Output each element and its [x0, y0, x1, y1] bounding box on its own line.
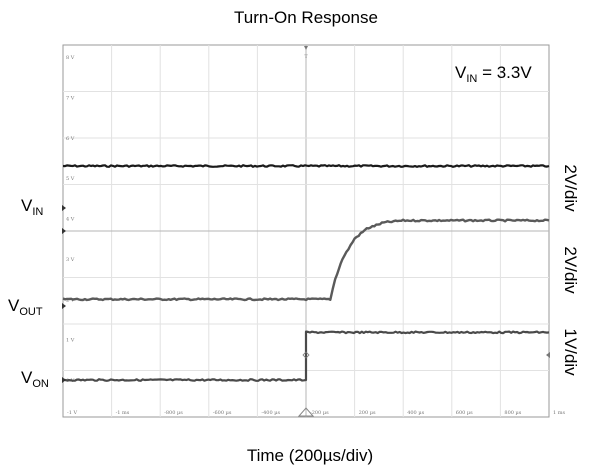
vin-annotation-sub: IN: [466, 73, 477, 85]
ch-marker-right: [546, 352, 550, 358]
y-tick-label: 2 V: [66, 297, 75, 303]
trace-labels: VIN VOUT VON: [8, 196, 49, 390]
x-tick-label: -600 µs: [213, 410, 232, 416]
x-tick-label: 200 µs: [359, 410, 376, 416]
trace-label-vout: VOUT: [8, 296, 43, 318]
trace-label-vin: VIN: [21, 196, 43, 218]
y-tick-label: 6 V: [66, 136, 75, 142]
trigger-marker: T: [297, 46, 315, 417]
trace-von: [62, 330, 550, 382]
vout-channel-marker: [62, 303, 66, 309]
channel-markers: [62, 205, 550, 383]
x-tick-label: -1 V: [67, 410, 77, 416]
ch-marker-left-4: [62, 228, 66, 234]
vin-annotation-main: V: [455, 63, 467, 82]
y-tick-label: 7 V: [66, 95, 75, 101]
y-tick-label: 8 V: [66, 55, 75, 61]
y-tick-label: 5 V: [66, 176, 75, 182]
von-channel-marker: [62, 377, 66, 383]
gridlines: [63, 45, 549, 417]
x-tick-label: -200 µs: [310, 410, 329, 416]
scale-label-vout: 2V/div: [561, 246, 580, 294]
vin-annotation-rest: = 3.3V: [477, 63, 532, 82]
x-tick-labels: -1 V -1 ms -800 µs -600 µs -400 µs -200 µs 200…: [67, 410, 566, 416]
vin-channel-marker: [62, 205, 66, 211]
trace-vin: [62, 164, 550, 168]
y-tick-label: 1 V: [66, 338, 75, 344]
scale-label-vin: 2V/div: [561, 164, 580, 212]
scale-labels: 2V/div 2V/div 1V/div: [561, 164, 580, 376]
trigger-top-marker: [304, 46, 308, 50]
x-tick-label: 800 µs: [504, 410, 521, 416]
scale-label-von: 1V/div: [561, 328, 580, 376]
x-tick-label: -400 µs: [261, 410, 280, 416]
chart-title: Turn-On Response: [234, 8, 378, 27]
x-axis-label: Time (200µs/div): [247, 446, 373, 465]
vin-annotation: VIN = 3.3V: [455, 63, 532, 85]
trace-vout: [62, 218, 550, 302]
traces: [62, 164, 550, 382]
trigger-point-marker: [302, 351, 310, 359]
y-tick-label: 4 V: [66, 217, 75, 223]
trigger-top-label: T: [304, 54, 308, 60]
x-tick-label: -800 µs: [164, 410, 183, 416]
plot-area: 8 V7 V6 V5 V4 V3 V2 V1 V0 V -1 V -1 ms -80…: [62, 44, 566, 418]
y-tick-label: 3 V: [66, 257, 75, 263]
x-tick-label: 600 µs: [456, 410, 473, 416]
x-tick-label: -1 ms: [116, 410, 130, 416]
x-tick-label: 400 µs: [407, 410, 424, 416]
trace-label-von: VON: [21, 368, 49, 390]
x-tick-label: 1 ms: [553, 410, 566, 416]
trigger-bottom-marker: [297, 407, 315, 417]
